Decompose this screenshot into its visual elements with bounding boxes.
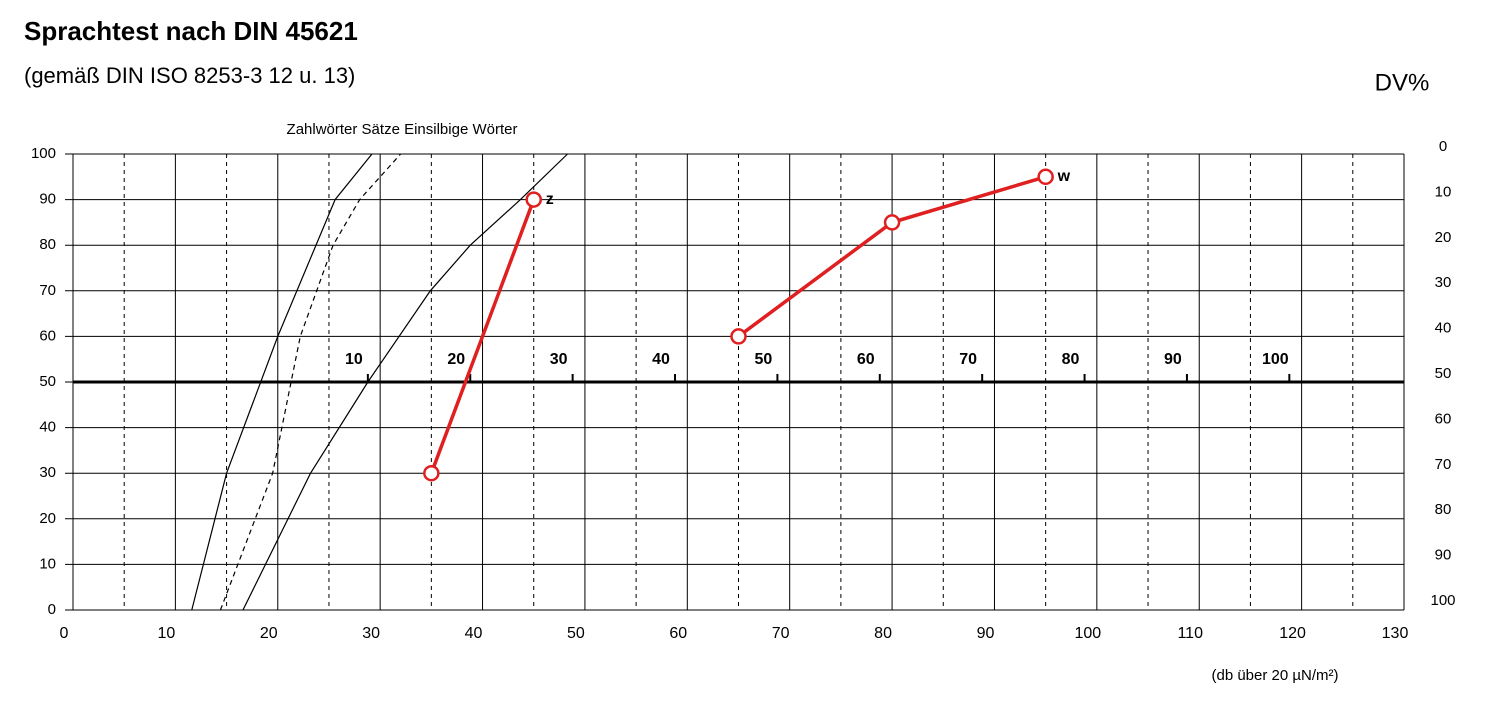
data-point xyxy=(883,214,901,231)
x-tick-label: 60 xyxy=(669,625,687,642)
x-tick-label: 110 xyxy=(1177,625,1203,642)
data-point xyxy=(730,328,747,345)
y2-tick-label: 90 xyxy=(1435,547,1452,564)
y-tick-label: 60 xyxy=(39,327,56,344)
y2-tick-label: 10 xyxy=(1435,183,1452,200)
y-tick-label: 40 xyxy=(39,419,56,436)
data-point xyxy=(423,464,440,482)
x-tick-label: 50 xyxy=(567,625,585,642)
reference-curve xyxy=(219,153,402,611)
y2-tick-label: 50 xyxy=(1435,365,1452,382)
series-label: w xyxy=(1057,168,1071,185)
x-tick-label: 130 xyxy=(1382,625,1409,642)
y2-axis-title: DV% xyxy=(1375,69,1430,96)
chart-title: Sprachtest nach DIN 45621 xyxy=(24,16,358,46)
y2-tick-label: 20 xyxy=(1435,229,1452,246)
y-tick-label: 90 xyxy=(39,191,56,208)
x-tick-label: 120 xyxy=(1279,625,1306,642)
x2-tick-label: 80 xyxy=(1062,351,1080,368)
y-tick-label: 100 xyxy=(31,145,56,162)
x-axis-title: (db über 20 µN/m²) xyxy=(1211,667,1338,684)
x2-tick-label: 90 xyxy=(1164,351,1182,368)
x-tick-label: 40 xyxy=(465,625,483,642)
curves-label: Zahlwörter Sätze Einsilbige Wörter xyxy=(287,121,518,138)
x-tick-label: 30 xyxy=(362,625,380,642)
x2-tick-label: 10 xyxy=(345,351,363,368)
x-tick-label: 100 xyxy=(1074,625,1101,642)
reference-curve xyxy=(242,153,568,611)
x2-tick-label: 50 xyxy=(755,351,773,368)
x-tick-label: 0 xyxy=(60,625,69,642)
y2-tick-label: 80 xyxy=(1435,501,1452,518)
x2-tick-label: 100 xyxy=(1262,351,1289,368)
y2-tick-label: 0 xyxy=(1439,138,1447,155)
y2-tick-label: 100 xyxy=(1430,592,1455,609)
y2-tick-label: 40 xyxy=(1435,320,1452,337)
y-tick-label: 80 xyxy=(39,236,56,253)
series-label: z xyxy=(546,191,554,208)
data-point xyxy=(1037,168,1054,186)
series-line xyxy=(429,198,536,474)
y2-tick-label: 60 xyxy=(1435,410,1452,427)
y-tick-label: 0 xyxy=(48,601,56,618)
y-tick-label: 10 xyxy=(39,555,56,572)
y-tick-label: 30 xyxy=(39,464,56,481)
x2-tick-label: 40 xyxy=(652,351,670,368)
x-tick-label: 70 xyxy=(772,625,790,642)
x-tick-label: 20 xyxy=(260,625,278,642)
x-tick-label: 10 xyxy=(157,625,175,642)
x2-tick-label: 20 xyxy=(447,351,465,368)
y-tick-label: 70 xyxy=(39,282,56,299)
x-tick-label: 80 xyxy=(874,625,892,642)
x2-tick-label: 30 xyxy=(550,351,568,368)
y-tick-label: 50 xyxy=(39,373,56,390)
y2-tick-label: 30 xyxy=(1435,274,1452,291)
y-tick-label: 20 xyxy=(39,510,56,527)
y2-tick-label: 70 xyxy=(1435,456,1452,473)
x2-tick-label: 60 xyxy=(857,351,875,368)
x2-tick-label: 70 xyxy=(959,351,977,368)
x-tick-label: 90 xyxy=(977,625,995,642)
data-point xyxy=(525,191,542,208)
reference-curve xyxy=(191,153,373,611)
chart-subtitle: (gemäß DIN ISO 8253-3 12 u. 13) xyxy=(24,63,355,88)
